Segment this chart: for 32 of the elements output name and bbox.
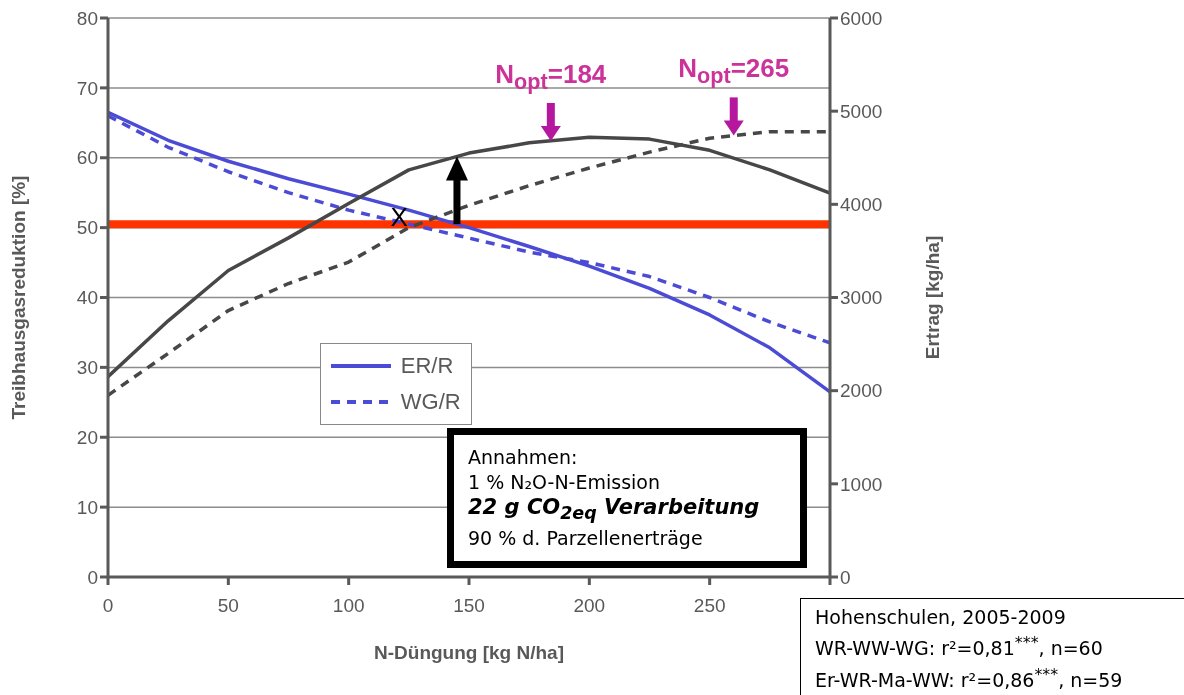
annotation: N$_{opt}$=265 bbox=[678, 53, 790, 89]
text-box: Hohenschulen, 2005-2009 WR-WW-WG: r²=0,81$^{***}$, n=60 Er-WR-Ma-WW: r²=0,86$^{***}$, n=59 bbox=[800, 598, 1184, 695]
y-tick-label: 60 bbox=[76, 147, 98, 169]
annotation: N$_{opt}$=184 bbox=[495, 58, 607, 95]
x-tick-label: 100 bbox=[332, 595, 365, 617]
y-tick-label: 40 bbox=[76, 287, 98, 309]
x-tick-label: 200 bbox=[573, 595, 606, 617]
y2-tick-label: 5000 bbox=[840, 100, 883, 122]
y2-tick-label: 0 bbox=[840, 566, 851, 588]
y-tick-label: 30 bbox=[76, 357, 98, 379]
y2-tick-label: 4000 bbox=[840, 194, 883, 216]
y2-axis-title: Ertrag [kg/ha] bbox=[921, 235, 943, 360]
y-tick-label: 80 bbox=[76, 7, 98, 29]
y-axis-title: Treibhausgasreduktion [%] bbox=[7, 175, 29, 420]
legend-label: WG/R bbox=[400, 388, 461, 415]
y-tick-label: 70 bbox=[76, 77, 98, 99]
x-tick-label: 50 bbox=[217, 595, 239, 617]
text-box: Annahmen: 1 % N₂O-N-Emission 22 g CO$_{2eq}$ Verarbeitung 90 % d. Parzellenerträge bbox=[447, 428, 807, 569]
y-tick-label: 10 bbox=[76, 496, 98, 518]
y-tick-label: 50 bbox=[76, 217, 98, 239]
y2-tick-label: 3000 bbox=[840, 287, 883, 309]
x-axis-title: N-Düngung [kg N/ha] bbox=[374, 642, 564, 663]
annotation: Annahmen: 1 % N₂O-N-Emission 22 g CO$_{2eq}$ Verarbeitung 90 % d. Parzellenerträge bbox=[468, 446, 760, 550]
y2-tick-label: 6000 bbox=[840, 7, 883, 29]
x-tick-label: 0 bbox=[102, 595, 114, 617]
y2-tick-label: 1000 bbox=[840, 473, 883, 495]
y-tick-label: 0 bbox=[87, 566, 98, 588]
x-tick-label: 250 bbox=[693, 595, 726, 617]
y2-tick-label: 2000 bbox=[840, 380, 883, 402]
y-tick-label: 20 bbox=[76, 426, 98, 448]
legend-label: ER/R bbox=[400, 352, 454, 379]
x-tick-label: 150 bbox=[453, 595, 485, 617]
